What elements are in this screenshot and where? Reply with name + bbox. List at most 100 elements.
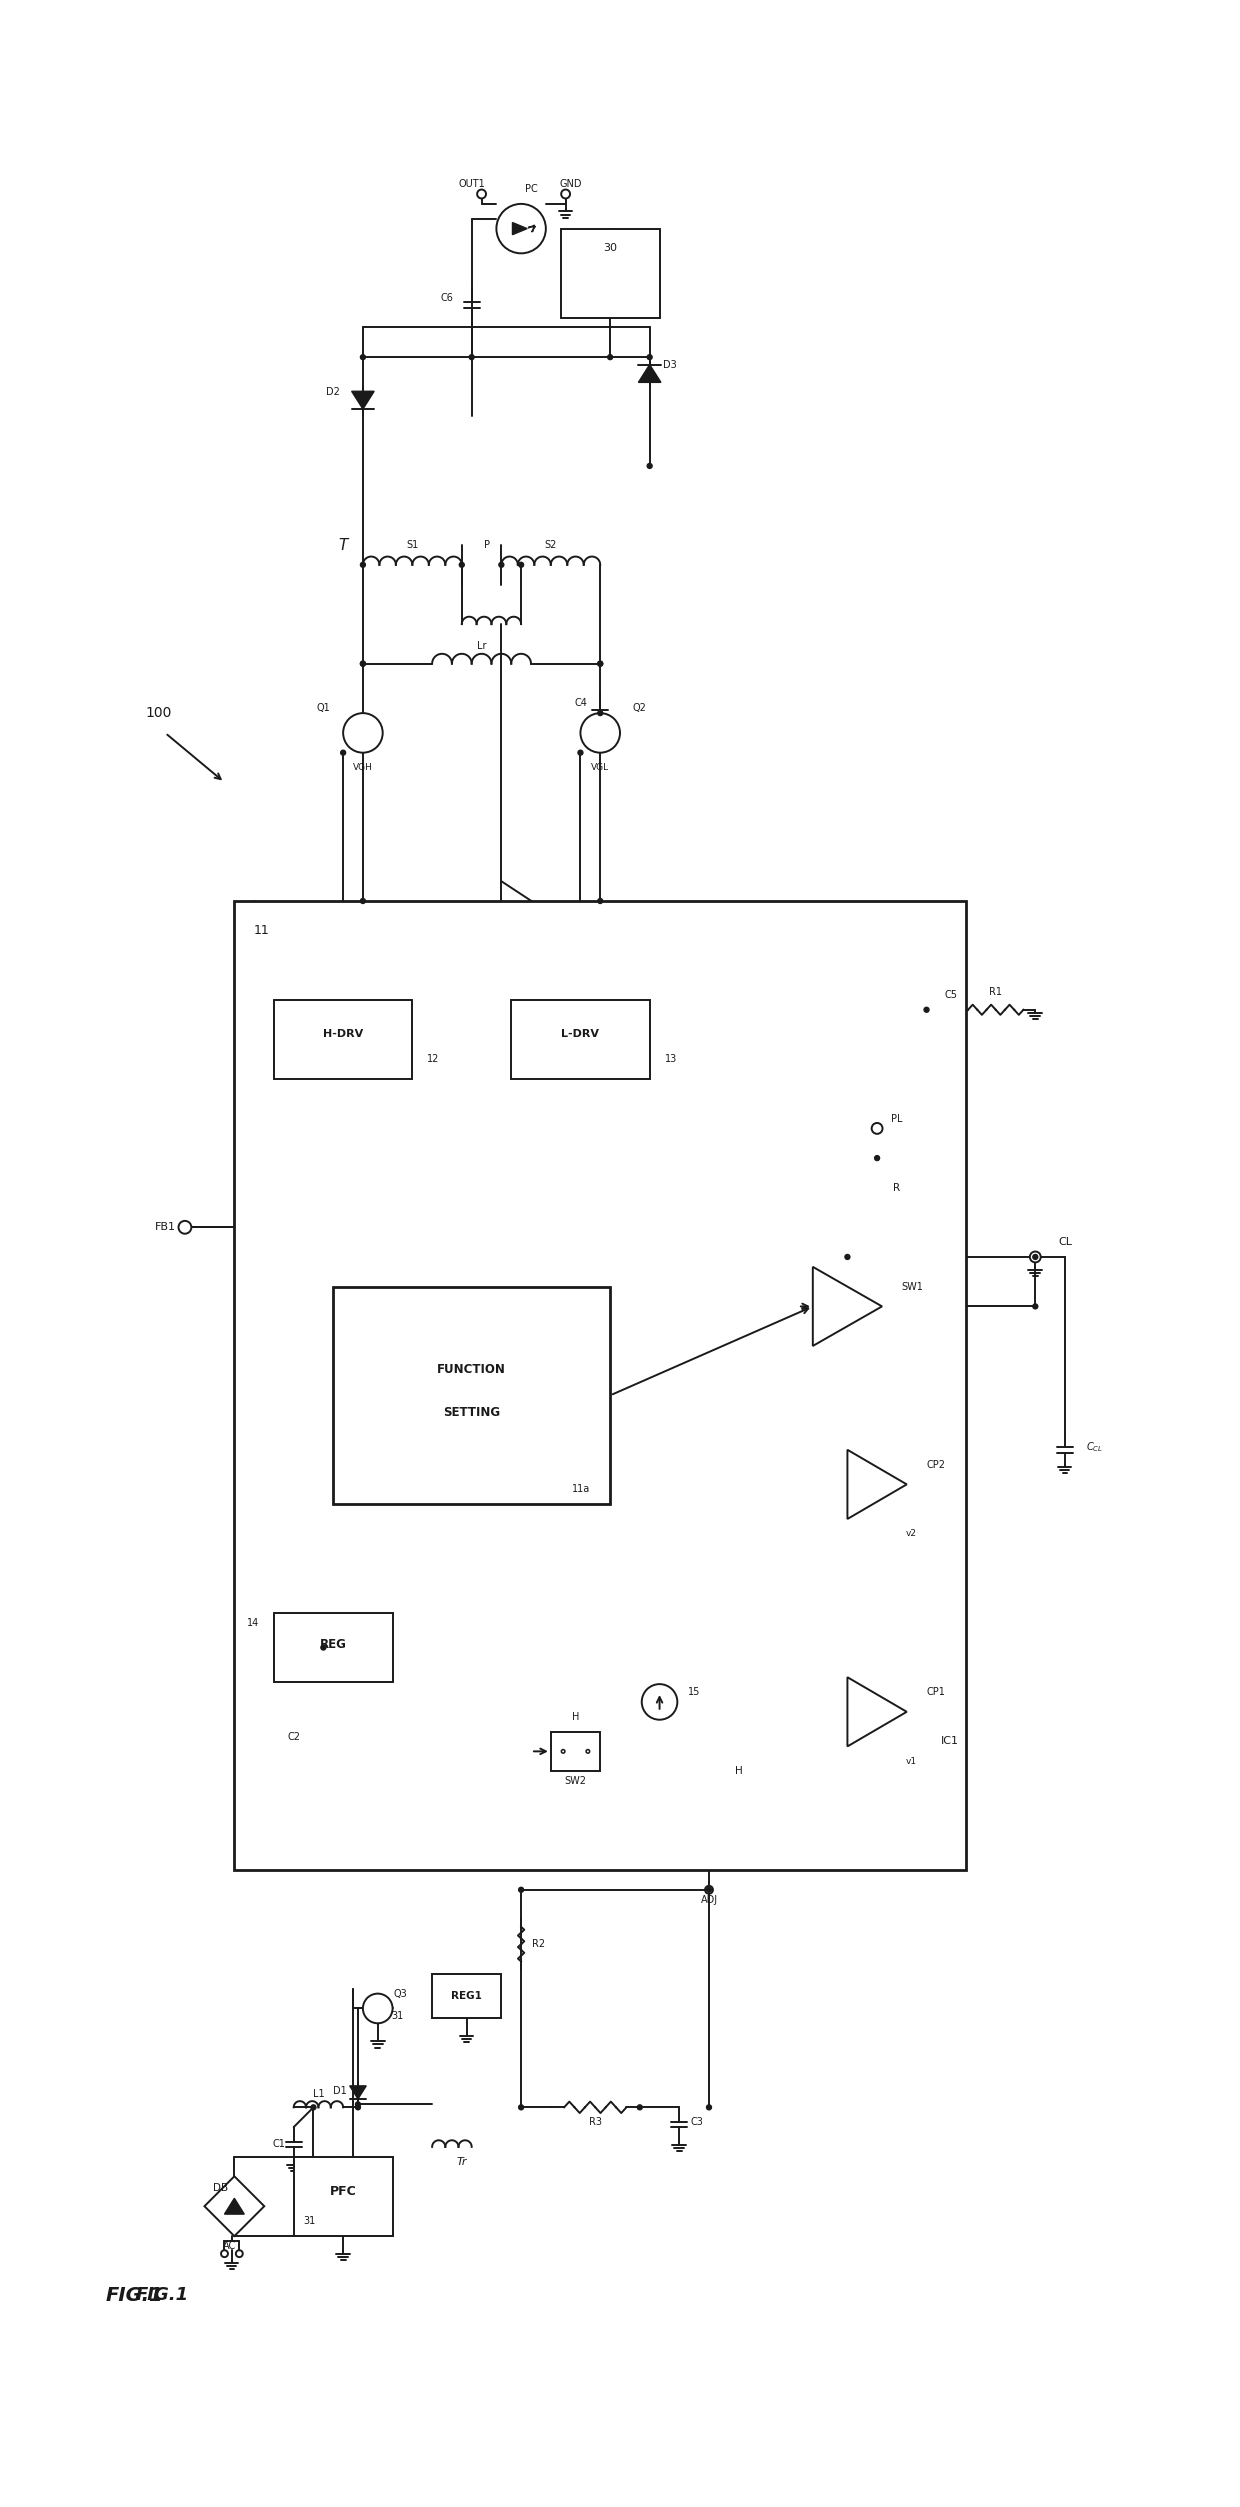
Circle shape	[498, 562, 503, 567]
Text: 31: 31	[392, 2011, 404, 2021]
Text: GND: GND	[559, 178, 582, 188]
Text: OUT1: OUT1	[459, 178, 485, 188]
Text: 15: 15	[688, 1687, 701, 1697]
Circle shape	[608, 353, 613, 359]
Circle shape	[562, 1750, 565, 1752]
Circle shape	[343, 712, 383, 752]
Text: C2: C2	[288, 1732, 300, 1742]
Text: S1: S1	[407, 539, 418, 549]
Circle shape	[361, 898, 366, 903]
Circle shape	[1030, 1251, 1040, 1264]
Circle shape	[642, 1685, 677, 1720]
Text: v2: v2	[906, 1529, 918, 1539]
Circle shape	[341, 750, 346, 755]
Text: ADJ: ADJ	[701, 1895, 718, 1905]
Text: Q3: Q3	[393, 1988, 408, 1998]
Bar	[551, 1732, 600, 1770]
Text: H-DRV: H-DRV	[322, 1030, 363, 1040]
Text: SETTING: SETTING	[443, 1406, 500, 1419]
Circle shape	[844, 1254, 849, 1259]
Circle shape	[578, 750, 583, 755]
Text: VGL: VGL	[591, 762, 609, 772]
Circle shape	[356, 2106, 361, 2111]
Polygon shape	[512, 223, 527, 236]
Text: CP1: CP1	[926, 1687, 945, 1697]
Text: FIG.1: FIG.1	[105, 2286, 164, 2304]
Text: C3: C3	[691, 2116, 703, 2126]
Text: PFC: PFC	[330, 2186, 357, 2199]
Text: Lr: Lr	[477, 642, 486, 652]
Bar	[432, 1973, 501, 2018]
Circle shape	[872, 1123, 883, 1133]
Circle shape	[469, 353, 474, 359]
Text: REG1: REG1	[451, 1991, 482, 2001]
Text: PC: PC	[525, 183, 537, 193]
Text: R: R	[893, 1183, 900, 1193]
Circle shape	[321, 1645, 326, 1650]
Polygon shape	[847, 1677, 906, 1747]
Circle shape	[598, 709, 603, 714]
Circle shape	[518, 562, 523, 567]
Circle shape	[1033, 1304, 1038, 1309]
Text: C4: C4	[574, 699, 587, 709]
Circle shape	[580, 712, 620, 752]
Bar	[334, 1286, 610, 1504]
Circle shape	[637, 2106, 642, 2111]
Circle shape	[518, 2106, 523, 2111]
Text: Q1: Q1	[316, 702, 330, 712]
Polygon shape	[205, 2176, 264, 2236]
Circle shape	[598, 662, 603, 667]
Circle shape	[587, 1750, 590, 1752]
Text: R1: R1	[990, 988, 1002, 998]
Text: D2: D2	[326, 386, 340, 396]
Circle shape	[518, 1888, 523, 1893]
Circle shape	[361, 562, 366, 567]
Text: CP2: CP2	[926, 1459, 946, 1469]
Text: 14: 14	[247, 1617, 259, 1627]
Circle shape	[874, 1156, 879, 1161]
Text: FUNCTION: FUNCTION	[438, 1364, 506, 1376]
Text: CL: CL	[1058, 1236, 1071, 1246]
Text: R3: R3	[589, 2116, 601, 2126]
Circle shape	[361, 353, 366, 359]
Text: S2: S2	[544, 539, 557, 549]
Circle shape	[311, 2106, 316, 2111]
Text: v1: v1	[906, 1757, 918, 1765]
Text: H: H	[572, 1712, 579, 1722]
Text: 12: 12	[428, 1055, 439, 1063]
Circle shape	[236, 2251, 243, 2256]
Circle shape	[496, 203, 546, 253]
Text: FB1: FB1	[155, 1223, 176, 1233]
Text: T: T	[339, 536, 348, 552]
Text: SW1: SW1	[901, 1281, 924, 1291]
Text: L-DRV: L-DRV	[562, 1030, 599, 1040]
Text: SW2: SW2	[564, 1775, 587, 1785]
Text: 30: 30	[603, 243, 618, 253]
Text: D1: D1	[334, 2086, 347, 2096]
Text: C6: C6	[440, 293, 454, 303]
Text: IC1: IC1	[941, 1737, 960, 1747]
Text: DB: DB	[212, 2184, 228, 2194]
Circle shape	[361, 662, 366, 667]
Bar	[274, 1000, 413, 1078]
Circle shape	[179, 1221, 191, 1233]
Text: PL: PL	[892, 1113, 903, 1123]
Circle shape	[361, 662, 366, 667]
Polygon shape	[639, 364, 661, 384]
Text: FIG.1: FIG.1	[135, 2286, 188, 2304]
Circle shape	[924, 1008, 929, 1013]
Bar	[294, 2156, 393, 2236]
Text: 11: 11	[254, 925, 270, 938]
Text: AC: AC	[223, 2241, 236, 2251]
Polygon shape	[847, 1449, 906, 1519]
Polygon shape	[352, 391, 374, 409]
Circle shape	[598, 662, 603, 667]
Text: REG: REG	[320, 1637, 347, 1652]
Circle shape	[707, 1888, 712, 1893]
Circle shape	[1033, 1254, 1038, 1259]
Text: C5: C5	[945, 990, 957, 1000]
Bar	[234, 900, 966, 1870]
Text: Tr: Tr	[456, 2156, 467, 2166]
Circle shape	[598, 898, 603, 903]
Polygon shape	[224, 2199, 244, 2214]
